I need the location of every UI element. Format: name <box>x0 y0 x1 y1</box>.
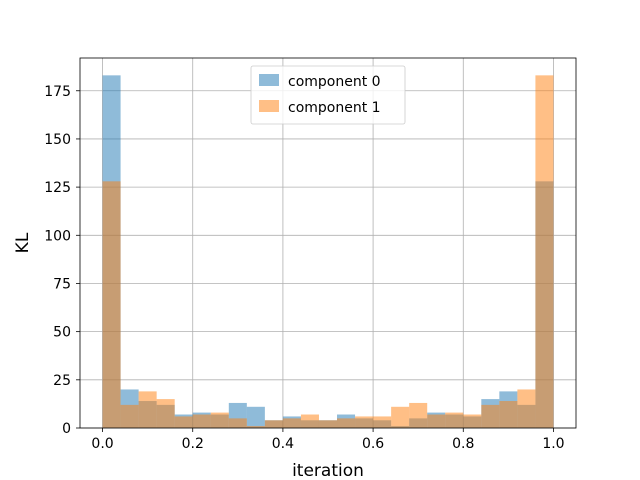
x-tick-label: 1.0 <box>542 436 564 452</box>
bar-series-1-bin-6 <box>210 412 229 428</box>
bar-series-1-bin-15 <box>373 416 392 428</box>
y-axis-label: KL <box>13 232 33 253</box>
bar-series-1-bin-4 <box>174 416 193 428</box>
bar-series-1-bin-9 <box>264 420 283 428</box>
bar-series-1-bin-10 <box>282 418 301 428</box>
y-tick-label: 100 <box>44 228 71 244</box>
bars <box>102 75 554 428</box>
bar-series-1-bin-24 <box>535 75 554 428</box>
bar-series-1-bin-13 <box>337 418 356 428</box>
legend-box <box>250 65 406 125</box>
y-tick-label: 25 <box>53 373 71 389</box>
bar-series-1-bin-20 <box>463 414 482 428</box>
x-tick-label: 0.6 <box>362 436 384 452</box>
bar-series-1-bin-12 <box>318 420 338 428</box>
x-tick-label: 0.8 <box>452 436 474 452</box>
x-axis-label: iteration <box>292 461 364 480</box>
legend-label: component 0 <box>288 74 381 90</box>
plot-frame <box>79 57 577 429</box>
y-tick-label: 75 <box>53 276 71 292</box>
bar-series-1-bin-18 <box>427 414 446 428</box>
bar-series-1-bin-7 <box>228 418 247 428</box>
legend: component 0 component 1 <box>250 65 406 125</box>
bar-series-1-bin-1 <box>120 404 139 428</box>
bar-series-1-bin-11 <box>300 414 319 428</box>
bar-series-1-bin-14 <box>355 416 374 428</box>
bar-series-1-bin-22 <box>499 401 518 428</box>
bar-series-1-bin-19 <box>445 412 464 428</box>
bar-series-1-bin-3 <box>156 399 175 428</box>
y-tick-label: 50 <box>53 325 71 341</box>
x-tick-label: 0.2 <box>182 436 204 452</box>
axis-ticks: 0.0 0.2 0.4 0.6 0.8 1.0 0 25 50 75 100 125 150 175 <box>44 84 564 452</box>
y-tick-label: 175 <box>44 84 71 100</box>
y-tick-label: 0 <box>62 421 71 437</box>
bar-series-1-bin-8 <box>246 426 265 428</box>
bar-series-1-bin-16 <box>391 406 410 428</box>
legend-swatch <box>259 100 279 112</box>
y-tick-label: 125 <box>44 180 71 196</box>
bar-series-1-bin-0 <box>102 181 121 428</box>
bar-series-1-bin-17 <box>409 402 428 428</box>
bar-series-1-bin-23 <box>517 389 536 428</box>
bar-series-0-bin-8 <box>246 406 265 428</box>
bar-series-1-bin-21 <box>481 404 500 428</box>
legend-label: component 1 <box>288 100 381 116</box>
x-tick-label: 0.4 <box>272 436 294 452</box>
legend-swatch <box>259 74 279 86</box>
bar-series-1-bin-2 <box>138 391 157 428</box>
y-tick-label: 150 <box>44 132 71 148</box>
x-tick-label: 0.0 <box>91 436 113 452</box>
bar-series-1-bin-5 <box>192 414 211 428</box>
